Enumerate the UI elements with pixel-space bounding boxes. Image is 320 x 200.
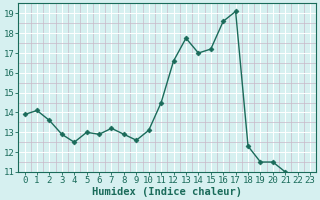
X-axis label: Humidex (Indice chaleur): Humidex (Indice chaleur) xyxy=(92,186,242,197)
